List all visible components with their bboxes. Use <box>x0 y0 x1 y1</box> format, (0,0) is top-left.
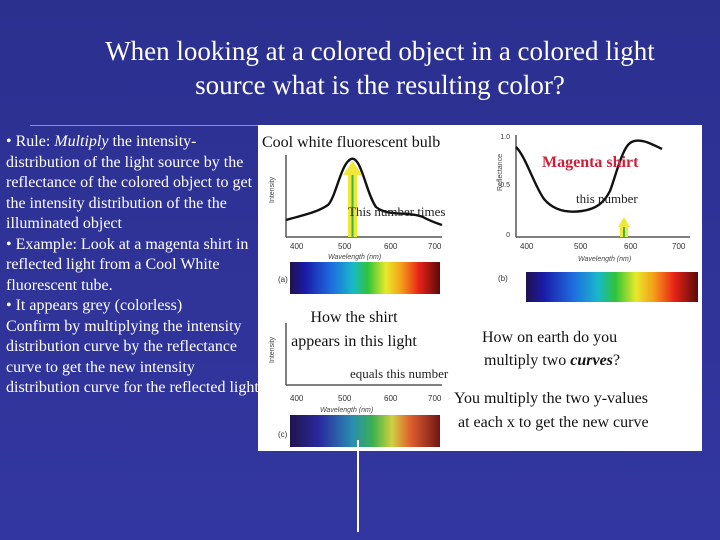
equals-this-number-label: equals this number <box>350 366 449 381</box>
graph-b: Reflectance 1.0 0.5 0 400 500 600 700 Wa… <box>497 134 698 302</box>
bullet-text: • Rule: Multiply the intensity-distribut… <box>6 132 268 399</box>
graph-a-tick-400: 400 <box>290 242 304 251</box>
rule-emphasis: Multiply <box>54 133 109 150</box>
bullet-confirm: Confirm by multiplying the intensity dis… <box>6 317 259 397</box>
arrow-stem-below-panel <box>357 440 359 532</box>
how-shirt-appears-line-2: appears in this light <box>291 333 417 350</box>
graph-a-tick-500: 500 <box>338 242 352 251</box>
this-number-times-label: This number times <box>348 204 446 219</box>
graph-b-tick-500: 500 <box>574 242 588 251</box>
graph-a-tick-700: 700 <box>428 242 442 251</box>
divider-line <box>30 125 270 126</box>
figure-panel: Intensity 400 500 600 700 Wavelength (nm… <box>258 125 702 451</box>
shirt-reflectance-curve <box>515 139 663 213</box>
question-line-2a: multiply two <box>484 352 570 369</box>
rule-rest: the intensity-distribution of the light … <box>6 133 253 232</box>
graph-c-tick-500: 500 <box>338 394 352 403</box>
bulb-label: Cool white fluorescent bulb <box>262 134 440 151</box>
title-line-1: When looking at a colored object in a co… <box>105 36 655 66</box>
graph-a: Intensity 400 500 600 700 Wavelength (nm… <box>269 155 443 294</box>
shirt-label: Magenta shirt <box>542 154 639 171</box>
graph-b-x-label: Wavelength (nm) <box>578 256 631 263</box>
graph-c-x-label: Wavelength (nm) <box>320 407 373 414</box>
graph-c-spectrum <box>290 415 440 447</box>
graph-b-tick-700: 700 <box>672 242 686 251</box>
bullet-example: • Example: Look at a magenta shirt in re… <box>6 235 249 294</box>
graph-b-ytick-05: 0.5 <box>500 182 510 189</box>
graph-c: Intensity 400 500 600 700 Wavelength (nm… <box>269 323 442 447</box>
graph-a-panel-label: (a) <box>278 275 288 284</box>
figure-svg: Intensity 400 500 600 700 Wavelength (nm… <box>262 134 698 447</box>
graph-a-spectrum <box>290 262 440 294</box>
question-mark: ? <box>613 352 620 369</box>
bulb-intensity-curve <box>285 157 443 227</box>
graph-b-tick-600: 600 <box>624 242 638 251</box>
this-number-label: this number <box>576 191 638 206</box>
question-curves-word: curves <box>570 352 613 369</box>
graph-b-ytick-1: 1.0 <box>500 134 510 141</box>
bullet-rule: • Rule: Multiply the intensity-distribut… <box>6 132 268 235</box>
yellow-arrow-icon <box>343 161 362 175</box>
graph-a-tick-600: 600 <box>384 242 398 251</box>
graph-c-panel-label: (c) <box>278 430 288 439</box>
answer-line-1: You multiply the two y-values <box>454 390 648 407</box>
how-shirt-appears-line-1: How the shirt <box>310 309 398 326</box>
graph-b-y-label: Reflectance <box>497 154 504 191</box>
question-line-1: How on earth do you <box>482 329 617 346</box>
question-line-2: multiply two curves? <box>484 352 620 369</box>
graph-c-tick-600: 600 <box>384 394 398 403</box>
slide-title: When looking at a colored object in a co… <box>40 34 720 102</box>
graph-b-ytick-0: 0 <box>506 232 510 239</box>
graph-b-tick-400: 400 <box>520 242 534 251</box>
graph-a-x-label: Wavelength (nm) <box>328 254 381 261</box>
answer-line-2: at each x to get the new curve <box>458 414 649 431</box>
graph-a-y-label: Intensity <box>269 176 276 203</box>
graph-b-panel-label: (b) <box>498 274 508 283</box>
title-line-2: source what is the resulting color? <box>195 70 565 100</box>
rule-prefix: • Rule: <box>6 133 55 150</box>
graph-c-y-label: Intensity <box>269 336 276 363</box>
yellow-arrow-icon-b <box>618 217 630 227</box>
graph-b-spectrum <box>526 272 698 302</box>
bullet-appears-grey: • It appears grey (colorless) <box>6 297 183 314</box>
graph-c-tick-700: 700 <box>428 394 442 403</box>
graph-c-tick-400: 400 <box>290 394 304 403</box>
